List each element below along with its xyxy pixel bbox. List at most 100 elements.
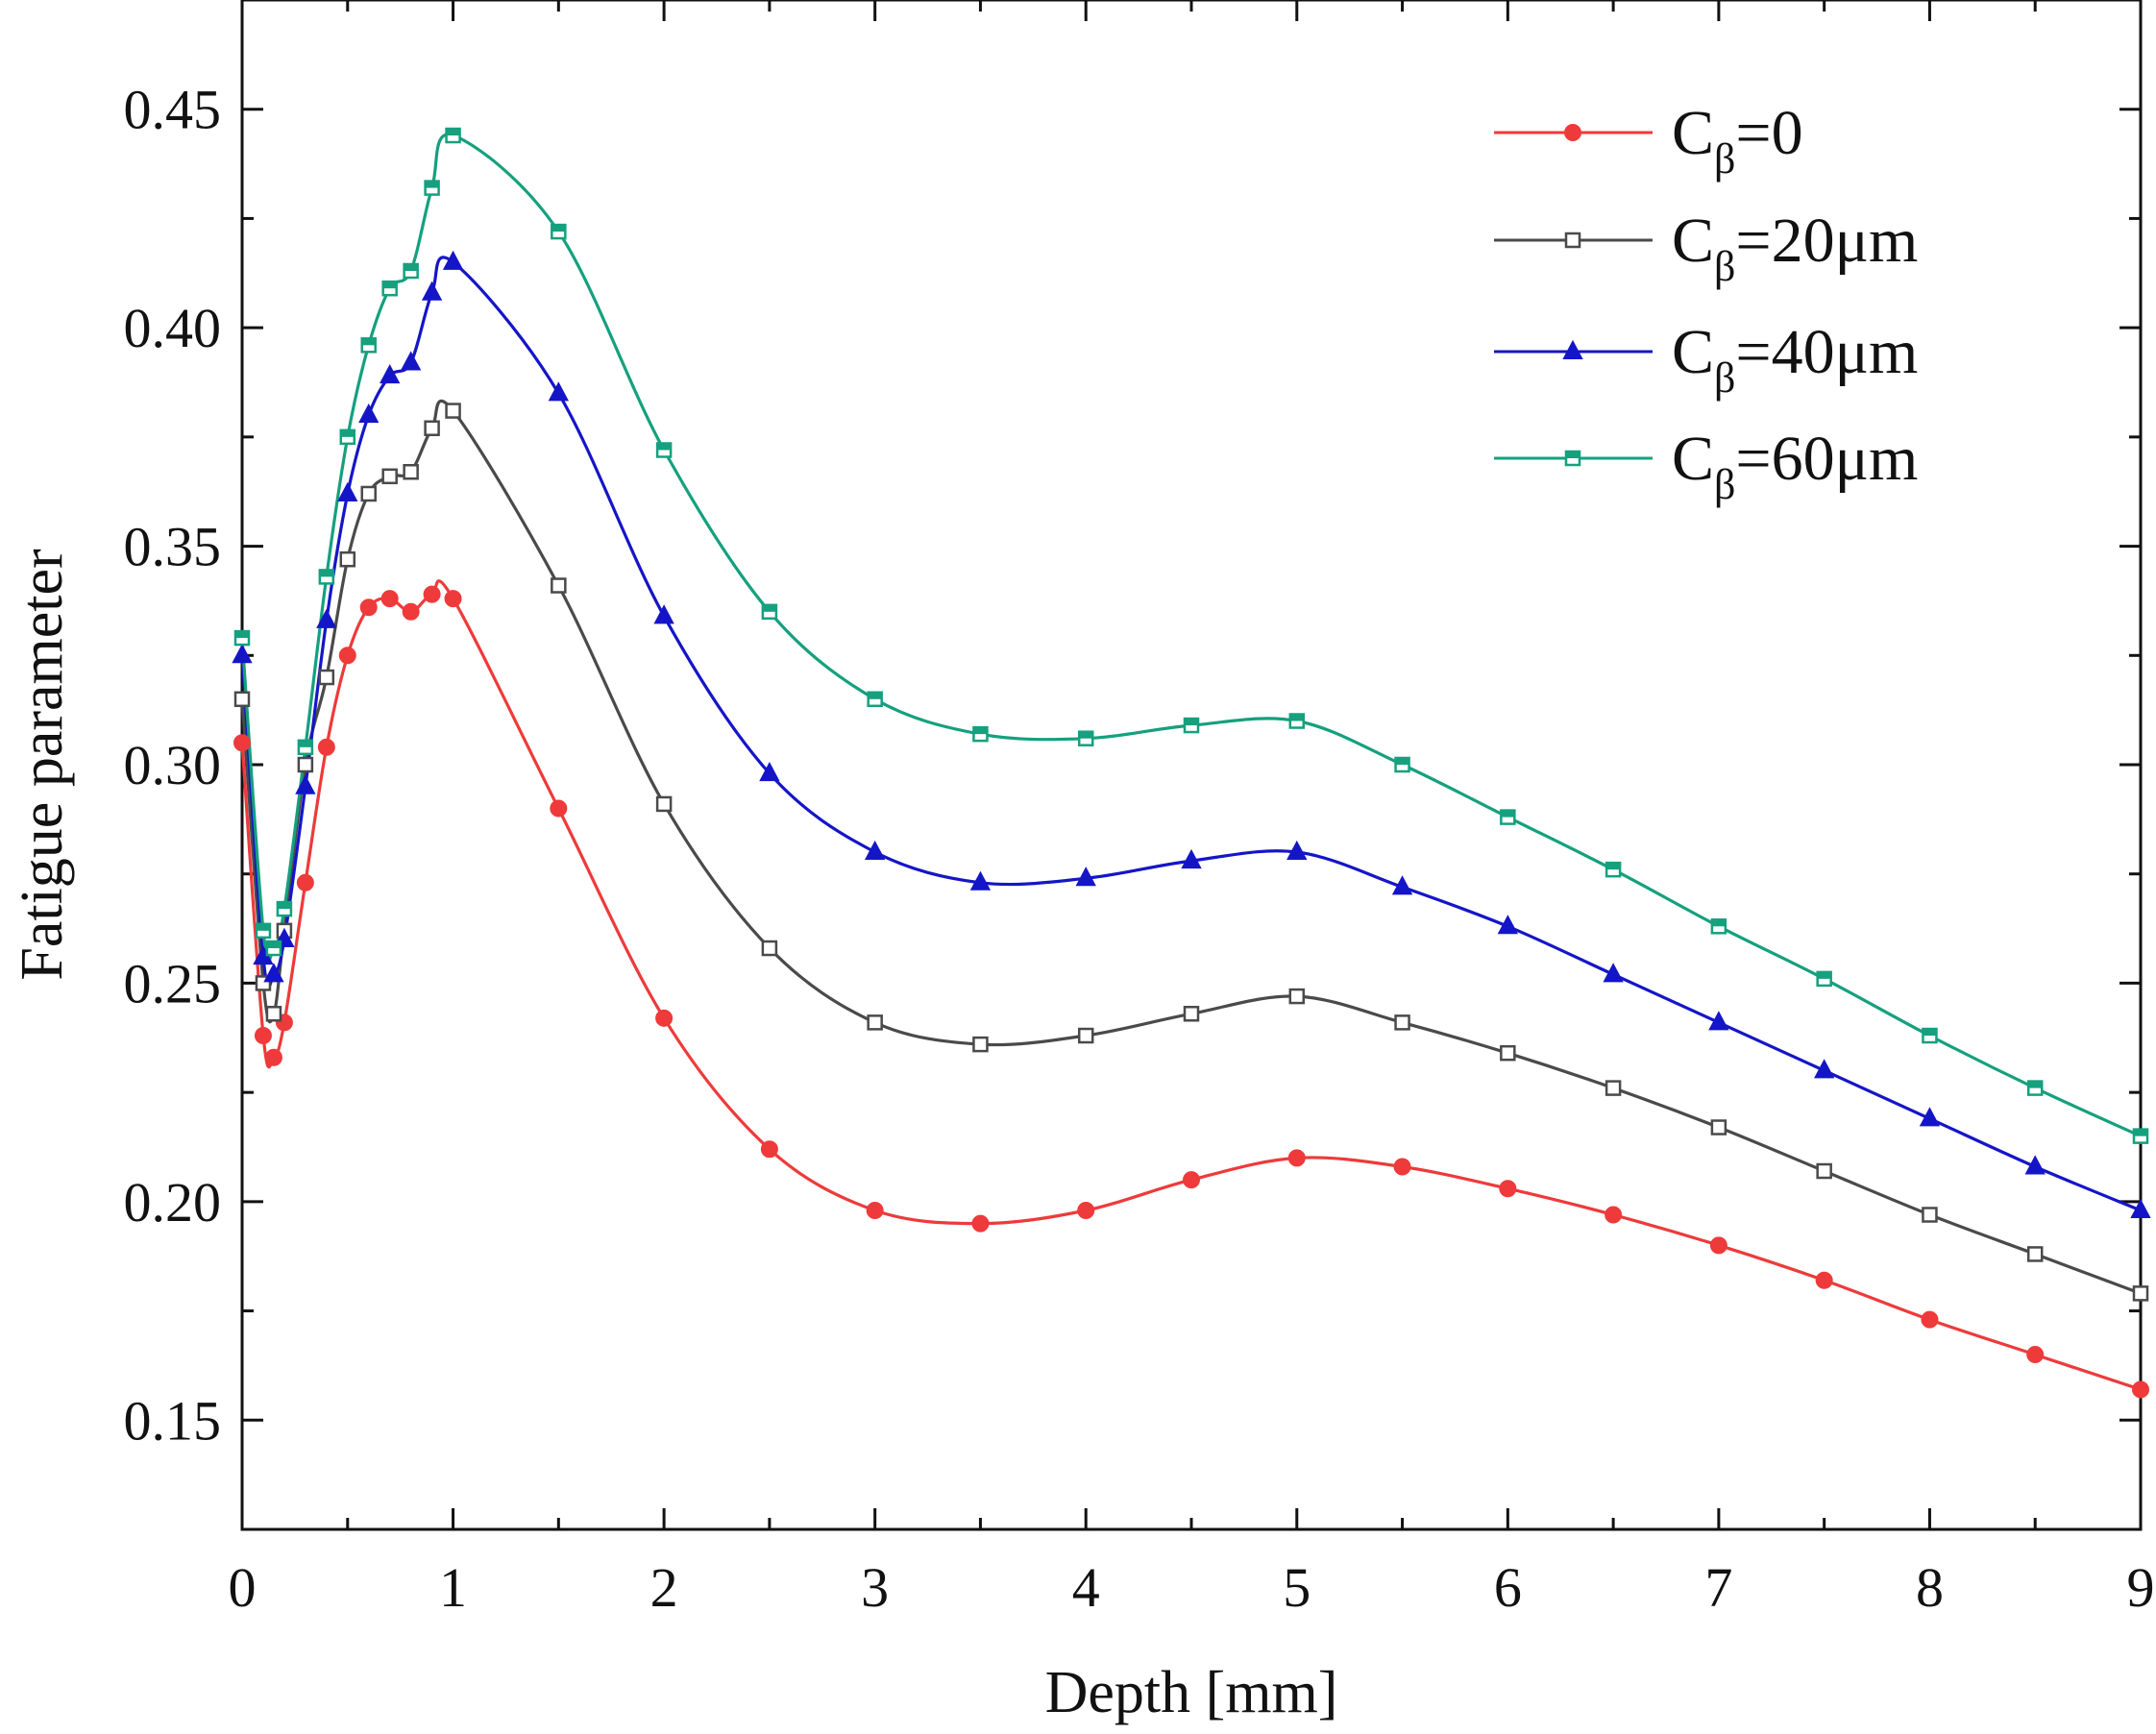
data-point [867,1014,883,1031]
data-point [265,940,282,957]
data-point [265,1006,282,1022]
data-point [380,364,401,384]
data-point [295,774,316,794]
data-point [761,940,778,957]
legend-label-c20: Cβ=20μm [1672,206,1918,290]
data-point-fill [1817,971,1831,979]
data-point [1288,988,1306,1005]
data-point-fill [1711,919,1726,927]
legend: Cβ=0 Cβ=20μm Cβ=40μm [1494,98,1918,508]
data-point [551,577,567,594]
y-tick-label: 0.40 [124,297,222,359]
data-point [403,262,419,280]
data-point [1816,970,1832,988]
data-point [403,463,419,480]
data-point [444,590,462,608]
data-point [1815,1271,1833,1289]
data-point [424,180,440,196]
data-point-fill [762,604,776,612]
data-point [359,598,378,617]
data-point [381,468,398,485]
data-point [2132,1285,2149,1302]
data-point [1708,1011,1729,1031]
data-point-fill [425,181,439,188]
data-point [318,569,335,585]
data-point [2026,1080,2044,1096]
data-point [2026,1246,2044,1262]
data-point [2132,1128,2149,1144]
data-point [1921,1310,1939,1329]
data-point [1709,1236,1727,1255]
data-point [1183,1171,1200,1189]
legend-label-c40: Cβ=40μm [1672,317,1918,402]
data-point [865,840,886,860]
data-point-fill [340,429,355,437]
legend-entry-c0: Cβ=0 [1494,98,1803,183]
x-tick-label: 5 [1283,1556,1311,1619]
data-point [1393,1158,1411,1176]
data-point [423,585,441,603]
axis-ticks: 0 1 2 3 4 5 6 7 8 9 0.15 0.20 0.25 0.30 0.35 0.40 0.45 [124,0,2155,1619]
data-point-fill [1289,714,1304,721]
data-point-fill [235,631,249,639]
data-point [548,381,569,402]
legend-marker-symbol [1564,232,1581,249]
data-point [972,725,989,743]
data-point [1814,1059,1835,1079]
data-point [445,403,461,419]
data-point [1922,1207,1938,1223]
series-line-0 [240,579,2142,1391]
data-point [400,351,422,371]
data-point [866,1201,884,1219]
x-tick-label: 4 [1072,1556,1100,1619]
data-point [1183,1006,1200,1022]
data-point [1710,1119,1727,1136]
data-point [1605,861,1622,878]
data-point [1500,809,1516,825]
y-tick-label: 0.25 [124,952,222,1014]
data-point-fill [657,443,672,451]
data-point [1500,1044,1516,1062]
data-point [1394,756,1410,773]
data-point [2130,1198,2151,1218]
legend-marker-c40 [1562,339,1583,359]
data-point [1605,1206,1623,1224]
data-point [255,922,272,940]
data-point-fill [1501,810,1515,818]
data-point [1077,1201,1095,1219]
data-point-fill [361,338,376,346]
series-markers-2 [232,250,2151,1218]
data-point [2024,1155,2046,1175]
data-point-fill [1606,863,1621,870]
x-tick-label: 8 [1916,1556,1944,1619]
data-point-fill [2134,1129,2147,1136]
data-point [263,963,284,983]
data-point-fill [1185,719,1198,726]
data-point [233,629,251,647]
data-point [316,608,337,628]
legend-marker-c0 [1564,124,1581,141]
data-point [297,739,314,756]
legend-marker-c60 [1564,450,1581,467]
y-tick-label: 0.20 [124,1171,222,1233]
x-tick-label: 9 [2127,1556,2155,1619]
data-point-fill [2028,1081,2043,1088]
y-tick-label: 0.45 [124,79,222,141]
data-point [421,281,443,301]
data-point [759,761,780,782]
series-markers [232,127,2151,1399]
x-tick-label: 2 [650,1556,678,1619]
data-point [655,795,673,813]
data-point [1816,1162,1832,1180]
data-point [296,873,314,891]
y-tick-label: 0.30 [124,734,222,796]
legend-label-c60: Cβ=60μm [1672,424,1918,508]
data-point-fill [1923,1029,1937,1037]
data-point [1077,1027,1094,1044]
data-point-fill [298,740,312,747]
data-point [297,756,314,773]
data-point [402,602,420,621]
legend-marker-symbol [1564,124,1581,141]
data-point [1183,717,1200,734]
